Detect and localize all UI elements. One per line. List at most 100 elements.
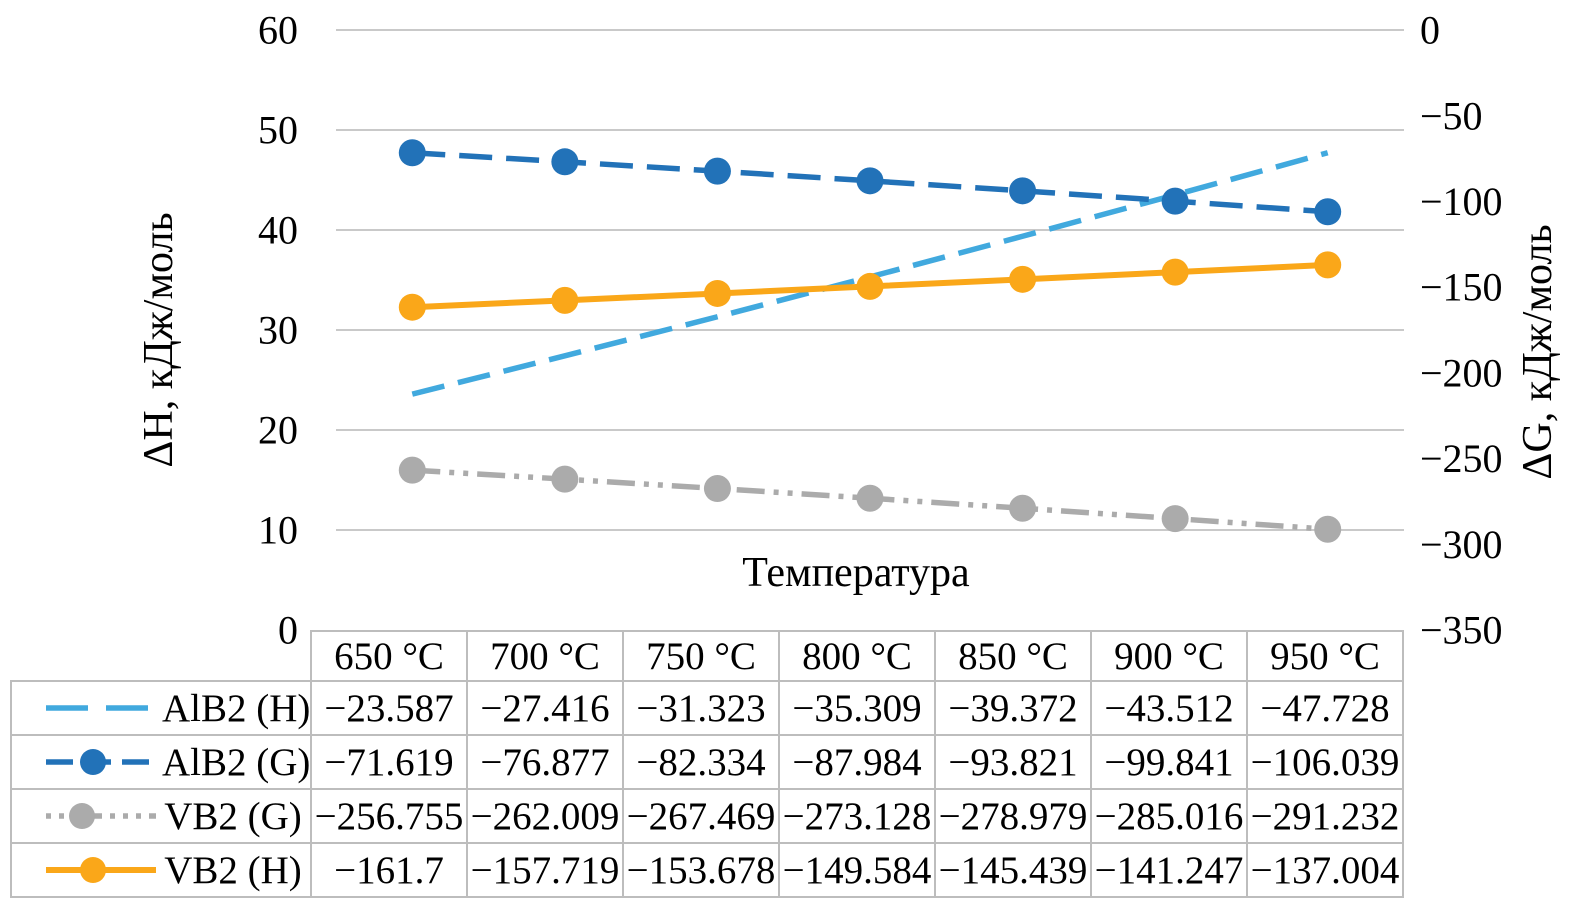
legend-series-label: VB2 (H) <box>164 848 302 892</box>
value-cell: −153.678 <box>622 842 780 898</box>
legend-entry: VB2 (H) <box>13 845 309 895</box>
legend-entry: AlB2 (H) <box>13 683 311 733</box>
value-cell: −137.004 <box>1246 842 1404 898</box>
data-point-marker <box>398 139 426 167</box>
value-cell: −99.841 <box>1090 734 1248 790</box>
data-point-marker <box>551 286 579 314</box>
data-point-marker <box>703 157 731 185</box>
right-axis-tick-label: 0 <box>1420 8 1440 53</box>
value-cell: −291.232 <box>1246 788 1404 844</box>
data-point-marker <box>703 475 731 503</box>
legend-marker <box>69 803 95 829</box>
legend-series-label: AlB2 (G) <box>162 740 311 784</box>
legend-cell: AlB2 (H) <box>10 680 312 736</box>
legend-line-sample <box>46 705 156 711</box>
left-axis-tick-label: 60 <box>258 8 298 53</box>
column-header-cell: 700 °C <box>466 630 624 682</box>
legend-line-sample <box>46 749 156 775</box>
right-axis-tick-labels: 0 −50 −100 −150 −200 −250 −300 −350 <box>1420 8 1503 653</box>
data-point-marker <box>1314 251 1342 279</box>
left-axis-tick-label: 30 <box>258 308 298 353</box>
value-cell: −23.587 <box>310 680 468 736</box>
legend-cell: VB2 (H) <box>10 842 312 898</box>
right-axis-tick-label: −150 <box>1420 265 1503 310</box>
legend-cell: AlB2 (G) <box>10 734 312 790</box>
right-axis-tick-label: −350 <box>1420 608 1503 653</box>
value-cell: −106.039 <box>1246 734 1404 790</box>
data-point-marker <box>1009 265 1037 293</box>
column-header-cell: 750 °C <box>622 630 780 682</box>
legend-series-label: AlB2 (H) <box>162 686 311 730</box>
table-row: VB2 (H) −161.7 −157.719 −153.678 −149.584 −14… <box>10 842 1404 898</box>
value-cell: −47.728 <box>1246 680 1404 736</box>
data-point-marker <box>1161 505 1189 533</box>
value-cell: −149.584 <box>778 842 936 898</box>
legend-marker <box>80 749 106 775</box>
right-axis-tick-label: −200 <box>1420 350 1503 395</box>
legend-entry: VB2 (G) <box>13 791 309 841</box>
value-cell: −27.416 <box>466 680 624 736</box>
gridlines-layer <box>336 29 1404 531</box>
table-corner-cell <box>11 631 311 681</box>
right-axis-tick-label: −300 <box>1420 522 1503 567</box>
column-header-cell: 800 °C <box>778 630 936 682</box>
data-point-marker <box>703 279 731 307</box>
value-cell: −161.7 <box>310 842 468 898</box>
value-cell: −157.719 <box>466 842 624 898</box>
value-cell: −87.984 <box>778 734 936 790</box>
data-point-marker <box>1314 515 1342 543</box>
data-point-marker <box>1009 494 1037 522</box>
thermo-dual-axis-chart: 0 10 20 30 40 50 60 0 −50 −100 −150 −200 −250 −300 −3… <box>136 8 1561 653</box>
left-axis-tick-labels: 0 10 20 30 40 50 60 <box>258 8 298 653</box>
column-header-cell: 950 °C <box>1246 630 1404 682</box>
data-point-marker <box>856 484 884 512</box>
value-cell: −141.247 <box>1090 842 1248 898</box>
legend-cell: VB2 (G) <box>10 788 312 844</box>
right-axis-tick-label: −100 <box>1420 179 1503 224</box>
value-cell: −285.016 <box>1090 788 1248 844</box>
right-axis-tick-label: −250 <box>1420 436 1503 481</box>
value-cell: −93.821 <box>934 734 1092 790</box>
left-axis-tick-label: 0 <box>278 608 298 653</box>
legend-series-label: VB2 (G) <box>164 794 302 838</box>
data-point-marker <box>1161 187 1189 215</box>
legend-entry: AlB2 (G) <box>13 737 311 787</box>
left-axis-tick-label: 10 <box>258 508 298 553</box>
right-axis-tick-label: −50 <box>1420 93 1483 138</box>
value-cell: −262.009 <box>466 788 624 844</box>
left-axis-tick-label: 40 <box>258 208 298 253</box>
value-cell: −71.619 <box>310 734 468 790</box>
right-axis-title: ΔG, кДж/моль <box>1515 224 1561 479</box>
value-cell: −145.439 <box>934 842 1092 898</box>
column-header-cell: 900 °C <box>1090 630 1248 682</box>
data-point-marker <box>398 293 426 321</box>
value-cell: −76.877 <box>466 734 624 790</box>
value-cell: −39.372 <box>934 680 1092 736</box>
legend-marker <box>80 857 106 883</box>
value-cell: −35.309 <box>778 680 936 736</box>
table-row: AlB2 (G) −71.619 −76.877 −82.334 −87.984 −93.… <box>10 734 1404 790</box>
data-point-marker <box>1314 198 1342 226</box>
data-point-marker <box>1161 258 1189 286</box>
x-axis-title: Температура <box>742 550 970 596</box>
series-layer <box>398 139 1342 543</box>
left-axis-tick-label: 20 <box>258 408 298 453</box>
value-cell: −278.979 <box>934 788 1092 844</box>
value-cell: −267.469 <box>622 788 780 844</box>
left-axis-tick-label: 50 <box>258 108 298 153</box>
data-point-marker <box>856 272 884 300</box>
value-cell: −31.323 <box>622 680 780 736</box>
value-cell: −273.128 <box>778 788 936 844</box>
table-header-row: 650 °C 700 °C 750 °C 800 °C 850 °C 900 °C 950 … <box>11 630 1404 682</box>
value-cell: −43.512 <box>1090 680 1248 736</box>
value-cell: −256.755 <box>310 788 468 844</box>
data-table-legend: 650 °C 700 °C 750 °C 800 °C 850 °C 900 °C 950 … <box>10 630 1404 898</box>
legend-line-sample <box>46 803 156 829</box>
data-point-marker <box>1009 177 1037 205</box>
left-axis-title: ΔH, кДж/моль <box>136 212 182 467</box>
legend-line-sample <box>46 857 156 883</box>
data-point-marker <box>551 148 579 176</box>
table-row: VB2 (G) −256.755 −262.009 −267.469 −273.128−… <box>10 788 1404 844</box>
data-point-marker <box>856 167 884 195</box>
